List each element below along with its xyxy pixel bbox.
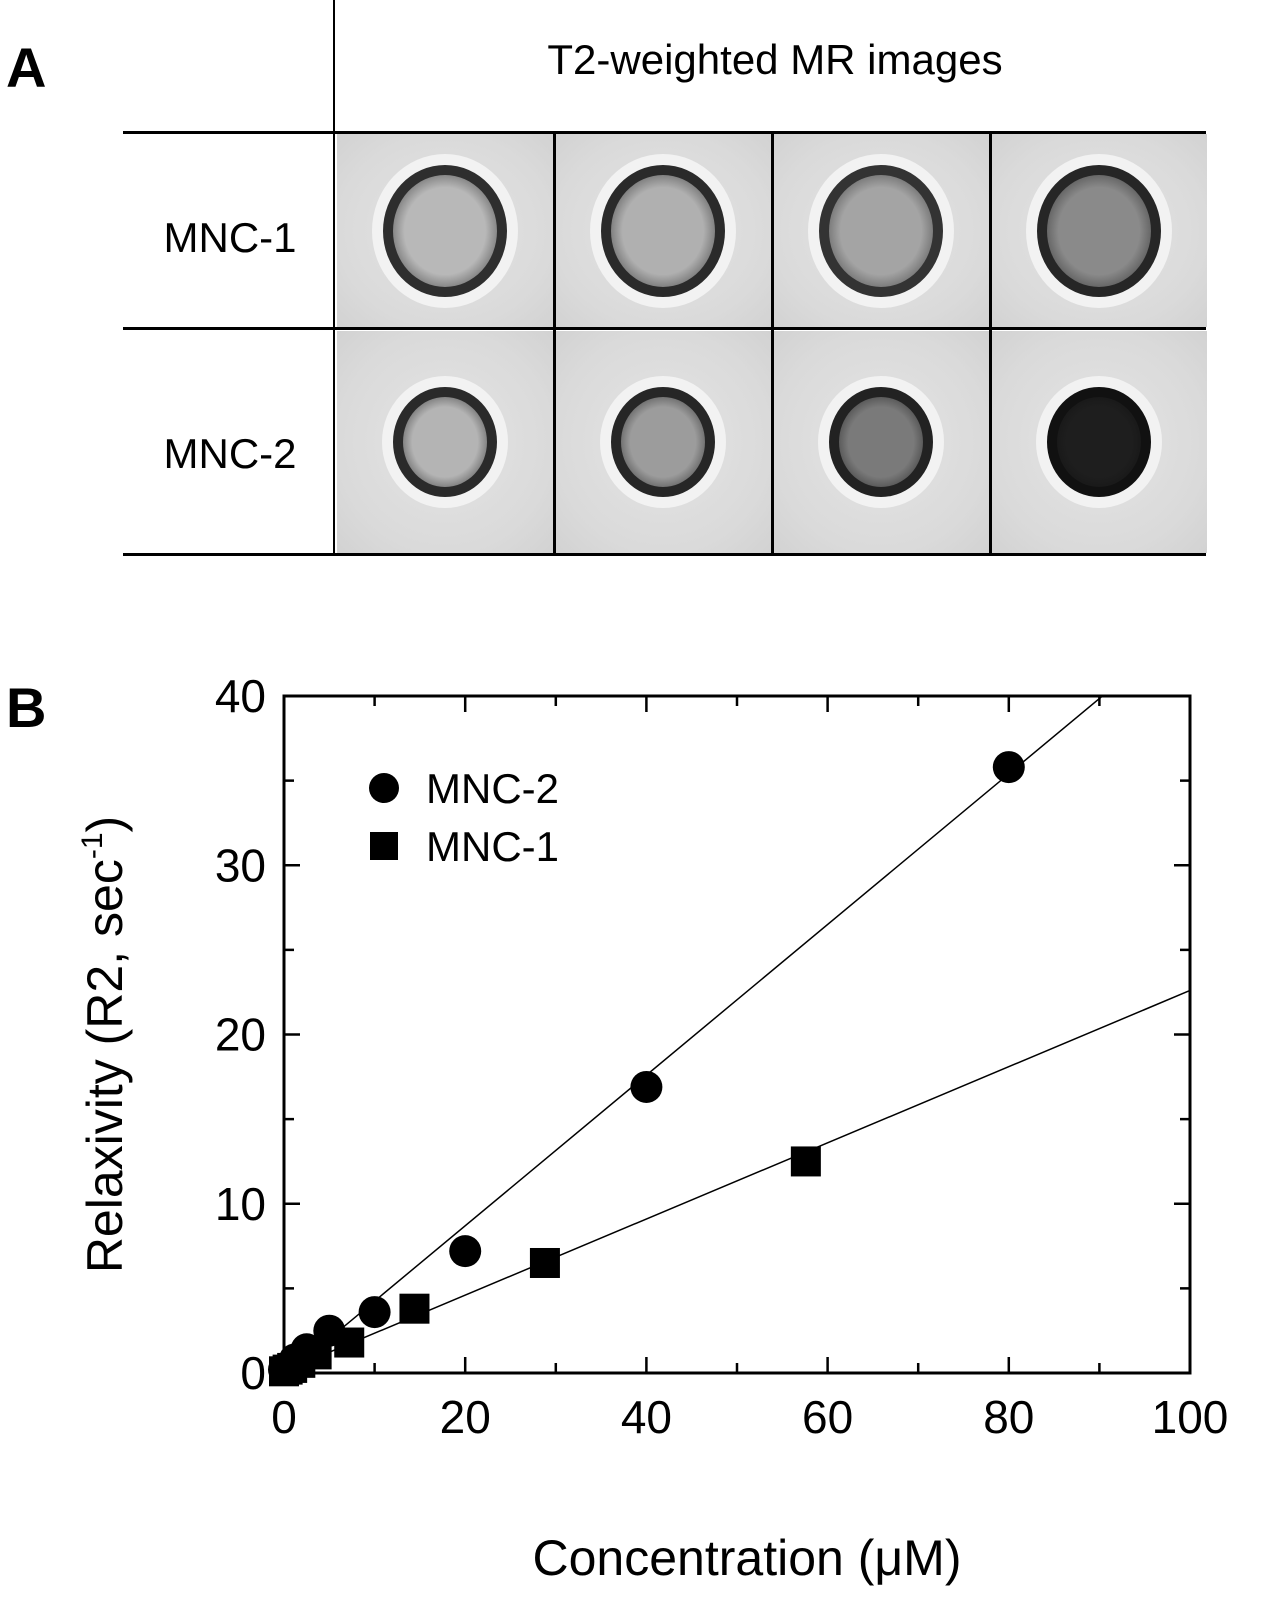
mr-image-2-2 xyxy=(555,331,771,553)
table-bottom-rule xyxy=(123,553,1206,556)
sample-tube xyxy=(1037,164,1161,297)
x-axis-label: Concentration (μM) xyxy=(533,1530,962,1586)
mr-image-2-3 xyxy=(773,331,989,553)
x-tick-label: 80 xyxy=(983,1391,1034,1443)
mr-image-2-1 xyxy=(337,331,553,553)
mr-image-2-4 xyxy=(991,331,1207,553)
data-point-mnc-1 xyxy=(334,1327,365,1358)
data-point-mnc-2 xyxy=(630,1070,663,1103)
sample-tube xyxy=(601,164,725,297)
fit-line-mnc-2 xyxy=(286,696,1104,1373)
y-tick-label: 20 xyxy=(215,1009,266,1061)
mr-image-1-2 xyxy=(555,134,771,327)
table-top-rule xyxy=(123,131,1206,134)
x-tick-label: 0 xyxy=(271,1391,297,1443)
y-axis-label-close: ) xyxy=(77,816,133,833)
data-point-mnc-1 xyxy=(529,1247,560,1278)
legend-marker-mnc-1 xyxy=(370,832,398,860)
panel-b-label: B xyxy=(6,676,47,739)
sample-tube xyxy=(829,387,933,497)
legend-label-mnc-2: MNC-2 xyxy=(426,765,559,812)
image-divider xyxy=(771,134,774,554)
y-tick-label: 10 xyxy=(215,1178,266,1230)
sample-tube xyxy=(1047,387,1151,497)
plot-frame xyxy=(282,694,1192,1375)
row-label-mnc-2: MNC-2 xyxy=(163,430,297,477)
mr-images-header: T2-weighted MR images xyxy=(547,36,1003,83)
y-tick-label: 40 xyxy=(215,670,266,722)
y-tick-label: 30 xyxy=(215,839,266,891)
row-label-divider xyxy=(333,134,335,554)
data-point-mnc-1 xyxy=(790,1146,821,1177)
sample-tube xyxy=(393,387,497,497)
sample-tube xyxy=(383,164,507,297)
sample-tube xyxy=(819,164,943,297)
y-axis-label-superscript: -1 xyxy=(76,832,109,859)
image-divider xyxy=(989,134,992,554)
mr-image-1-3 xyxy=(773,134,989,327)
y-axis-label: Relaxivity (R2, sec-1) xyxy=(76,816,133,1273)
mr-image-1-4 xyxy=(991,134,1207,327)
panel-a-label: A xyxy=(6,36,47,99)
x-tick-label: 20 xyxy=(440,1391,491,1443)
legend-label-mnc-1: MNC-1 xyxy=(426,823,559,870)
sample-tube xyxy=(611,387,715,497)
mr-image-1-1 xyxy=(337,134,553,327)
image-divider xyxy=(553,134,556,554)
data-point-mnc-1 xyxy=(399,1293,430,1324)
data-point-mnc-2 xyxy=(992,751,1025,784)
x-tick-label: 40 xyxy=(621,1391,672,1443)
table-middle-rule xyxy=(123,327,1206,330)
header-divider xyxy=(333,0,335,134)
data-point-mnc-2 xyxy=(358,1296,391,1329)
relaxivity-chart: 0 20 40 60 80 100 0 10 20 30 40 MNC-2 MNC-1 Concent… xyxy=(76,670,1229,1586)
y-tick-label: 0 xyxy=(240,1347,266,1399)
x-tick-label: 100 xyxy=(1152,1391,1229,1443)
data-point-mnc-2 xyxy=(449,1235,482,1268)
y-axis-label-main: Relaxivity (R2, sec xyxy=(77,859,133,1273)
fit-line-mnc-1 xyxy=(284,989,1190,1372)
data-point-mnc-1 xyxy=(301,1339,332,1370)
row-label-mnc-1: MNC-1 xyxy=(163,214,297,261)
x-tick-label: 60 xyxy=(802,1391,853,1443)
legend-marker-mnc-2 xyxy=(369,773,399,803)
